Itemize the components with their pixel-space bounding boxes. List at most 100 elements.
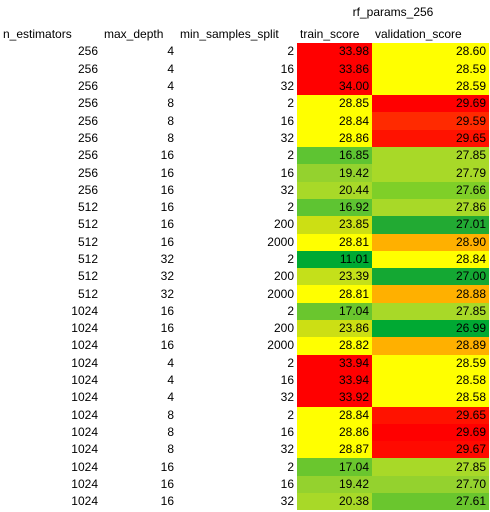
cell-n-estimators[interactable]: 512	[77, 286, 98, 301]
cell-min-samples-split[interactable]: 2	[287, 96, 294, 111]
cell-n-estimators[interactable]: 256	[77, 44, 98, 59]
cell-n-estimators[interactable]: 256	[77, 182, 98, 197]
cell-train-score[interactable]: 28.86	[297, 129, 372, 148]
cell-min-samples-split[interactable]: 2	[287, 303, 294, 318]
cell-min-samples-split[interactable]: 16	[280, 476, 294, 491]
header-train-score[interactable]: train_score	[300, 27, 360, 42]
cell-n-estimators[interactable]: 1024	[71, 338, 98, 353]
cell-n-estimators[interactable]: 512	[77, 200, 98, 215]
cell-max-depth[interactable]: 16	[160, 303, 174, 318]
cell-train-score[interactable]: 28.81	[297, 233, 372, 251]
cell-validation-score[interactable]: 28.59	[372, 77, 489, 96]
cell-min-samples-split[interactable]: 2	[287, 200, 294, 215]
cell-max-depth[interactable]: 16	[160, 165, 174, 180]
cell-n-estimators[interactable]: 256	[77, 79, 98, 94]
cell-max-depth[interactable]: 4	[167, 79, 174, 94]
cell-validation-score[interactable]: 29.69	[372, 95, 489, 113]
cell-validation-score[interactable]: 27.85	[372, 147, 489, 165]
cell-train-score[interactable]: 33.98	[297, 43, 372, 61]
cell-n-estimators[interactable]: 256	[77, 61, 98, 76]
cell-n-estimators[interactable]: 1024	[71, 442, 98, 457]
cell-max-depth[interactable]: 4	[167, 373, 174, 388]
cell-max-depth[interactable]: 16	[160, 200, 174, 215]
header-min-samples-split[interactable]: min_samples_split	[180, 27, 279, 42]
cell-validation-score[interactable]: 29.69	[372, 423, 489, 442]
cell-validation-score[interactable]: 28.59	[372, 354, 489, 372]
cell-train-score[interactable]: 11.01	[297, 250, 372, 269]
cell-n-estimators[interactable]: 512	[77, 234, 98, 249]
cell-n-estimators[interactable]: 1024	[71, 355, 98, 370]
cell-validation-score[interactable]: 28.90	[372, 233, 489, 251]
cell-max-depth[interactable]: 4	[167, 355, 174, 370]
cell-train-score[interactable]: 28.87	[297, 441, 372, 459]
cell-n-estimators[interactable]: 1024	[71, 407, 98, 422]
cell-min-samples-split[interactable]: 32	[280, 494, 294, 509]
cell-max-depth[interactable]: 32	[160, 286, 174, 301]
cell-train-score[interactable]: 33.92	[297, 389, 372, 407]
cell-max-depth[interactable]: 16	[160, 234, 174, 249]
cell-train-score[interactable]: 17.04	[297, 458, 372, 476]
cell-n-estimators[interactable]: 1024	[71, 459, 98, 474]
cell-train-score[interactable]: 28.85	[297, 95, 372, 113]
cell-max-depth[interactable]: 8	[167, 96, 174, 111]
cell-train-score[interactable]: 28.82	[297, 337, 372, 355]
cell-train-score[interactable]: 20.44	[297, 181, 372, 199]
cell-min-samples-split[interactable]: 16	[280, 61, 294, 76]
cell-min-samples-split[interactable]: 2	[287, 459, 294, 474]
cell-n-estimators[interactable]: 1024	[71, 424, 98, 439]
cell-train-score[interactable]: 28.84	[297, 406, 372, 424]
cell-min-samples-split[interactable]: 32	[280, 442, 294, 457]
cell-train-score[interactable]: 28.84	[297, 112, 372, 130]
cell-min-samples-split[interactable]: 200	[273, 217, 294, 232]
cell-n-estimators[interactable]: 256	[77, 130, 98, 145]
cell-n-estimators[interactable]: 1024	[71, 476, 98, 491]
cell-train-score[interactable]: 23.86	[297, 320, 372, 338]
cell-max-depth[interactable]: 8	[167, 407, 174, 422]
cell-min-samples-split[interactable]: 2	[287, 44, 294, 59]
cell-validation-score[interactable]: 27.86	[372, 198, 489, 217]
cell-max-depth[interactable]: 16	[160, 459, 174, 474]
cell-validation-score[interactable]: 27.79	[372, 164, 489, 182]
cell-train-score[interactable]: 23.85	[297, 216, 372, 234]
cell-validation-score[interactable]: 26.99	[372, 320, 489, 338]
cell-min-samples-split[interactable]: 200	[273, 321, 294, 336]
header-n-estimators[interactable]: n_estimators	[3, 27, 72, 42]
cell-n-estimators[interactable]: 256	[77, 165, 98, 180]
cell-validation-score[interactable]: 27.00	[372, 268, 489, 286]
cell-train-score[interactable]: 28.86	[297, 423, 372, 442]
cell-max-depth[interactable]: 16	[160, 321, 174, 336]
cell-n-estimators[interactable]: 256	[77, 96, 98, 111]
cell-validation-score[interactable]: 27.01	[372, 216, 489, 234]
cell-validation-score[interactable]: 28.58	[372, 389, 489, 407]
cell-min-samples-split[interactable]: 2000	[267, 234, 294, 249]
cell-validation-score[interactable]: 29.65	[372, 406, 489, 424]
cell-train-score[interactable]: 19.42	[297, 164, 372, 182]
cell-train-score[interactable]: 23.39	[297, 268, 372, 286]
cell-n-estimators[interactable]: 512	[77, 269, 98, 284]
cell-validation-score[interactable]: 28.59	[372, 60, 489, 78]
cell-max-depth[interactable]: 8	[167, 130, 174, 145]
cell-min-samples-split[interactable]: 16	[280, 165, 294, 180]
cell-max-depth[interactable]: 8	[167, 442, 174, 457]
cell-max-depth[interactable]: 16	[160, 217, 174, 232]
cell-min-samples-split[interactable]: 2000	[267, 286, 294, 301]
cell-validation-score[interactable]: 27.61	[372, 493, 489, 511]
cell-min-samples-split[interactable]: 2000	[267, 338, 294, 353]
cell-n-estimators[interactable]: 1024	[71, 321, 98, 336]
cell-validation-score[interactable]: 28.58	[372, 371, 489, 390]
cell-train-score[interactable]: 17.04	[297, 302, 372, 321]
cell-n-estimators[interactable]: 1024	[71, 373, 98, 388]
cell-validation-score[interactable]: 29.65	[372, 129, 489, 148]
cell-n-estimators[interactable]: 512	[77, 252, 98, 266]
cell-train-score[interactable]: 20.38	[297, 493, 372, 511]
cell-n-estimators[interactable]: 1024	[71, 390, 98, 405]
cell-max-depth[interactable]: 4	[167, 44, 174, 59]
cell-validation-score[interactable]: 27.70	[372, 475, 489, 494]
cell-min-samples-split[interactable]: 16	[280, 113, 294, 128]
cell-min-samples-split[interactable]: 32	[280, 182, 294, 197]
cell-train-score[interactable]: 33.86	[297, 60, 372, 78]
cell-n-estimators[interactable]: 1024	[71, 303, 98, 318]
cell-validation-score[interactable]: 28.89	[372, 337, 489, 355]
cell-n-estimators[interactable]: 512	[77, 217, 98, 232]
cell-train-score[interactable]: 33.94	[297, 354, 372, 372]
